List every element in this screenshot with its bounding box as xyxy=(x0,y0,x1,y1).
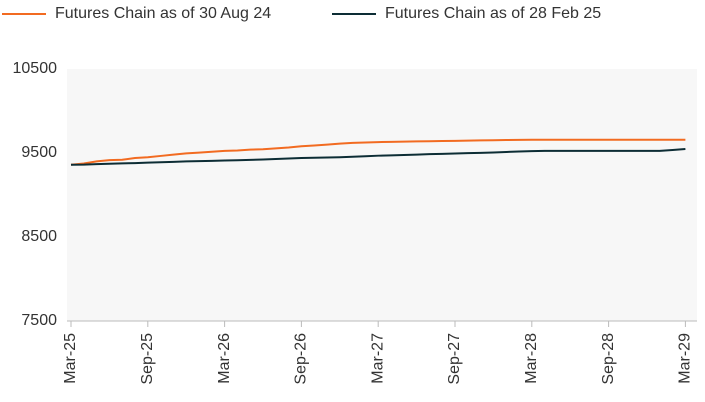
series-line xyxy=(70,147,686,166)
x-tick-label: Sep-27 xyxy=(446,333,463,385)
x-tick-label: Mar-29 xyxy=(677,333,694,384)
series-line xyxy=(70,138,686,166)
x-tick-label: Sep-26 xyxy=(293,333,310,385)
x-tick-label: Mar-28 xyxy=(523,333,540,384)
x-tick-label: Sep-25 xyxy=(139,333,156,385)
y-tick-label: 7500 xyxy=(21,312,57,329)
y-tick-label: 9500 xyxy=(21,144,57,161)
legend-label: Futures Chain as of 30 Aug 24 xyxy=(55,5,271,22)
legend-item: Futures Chain as of 30 Aug 24 xyxy=(2,5,271,22)
y-tick-label: 8500 xyxy=(21,228,57,245)
legend-item: Futures Chain as of 28 Feb 25 xyxy=(332,5,601,22)
x-tick-label: Sep-28 xyxy=(600,333,617,385)
x-tick-label: Mar-27 xyxy=(369,333,386,384)
y-tick-label: 10500 xyxy=(13,60,58,77)
x-tick-label: Mar-25 xyxy=(62,333,79,384)
plot-area xyxy=(67,69,697,321)
legend-label: Futures Chain as of 28 Feb 25 xyxy=(385,5,601,22)
x-tick-label: Mar-26 xyxy=(216,333,233,384)
